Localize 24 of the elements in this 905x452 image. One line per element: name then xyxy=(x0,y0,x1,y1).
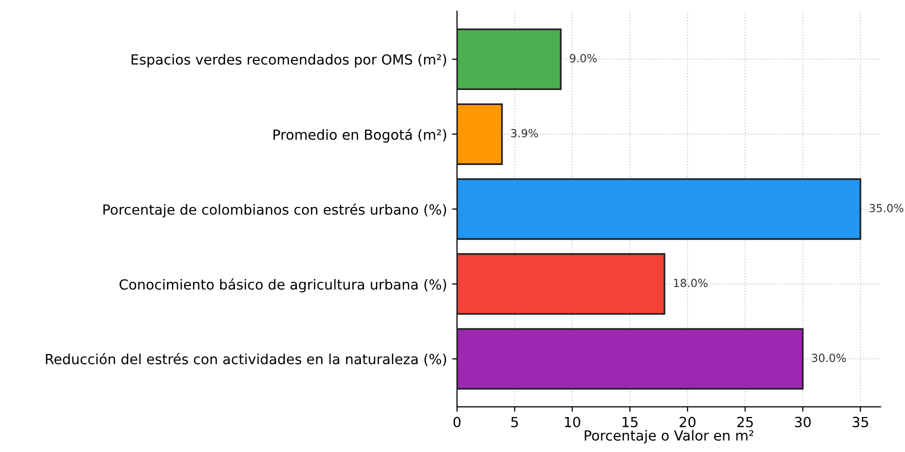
y-tick-label: Conocimiento básico de agricultura urbana (%) xyxy=(120,278,446,292)
x-tick-label: 15 xyxy=(622,416,638,428)
bar xyxy=(457,253,666,315)
x-tick-label: 30 xyxy=(794,416,811,428)
data-label: 9.0% xyxy=(570,54,597,62)
x-tick-label: 20 xyxy=(680,416,696,428)
x-tick-label: 0 xyxy=(454,416,461,428)
x-tick-label: 25 xyxy=(737,416,753,428)
x-tick-label: 5 xyxy=(511,416,518,428)
data-label: 30.0% xyxy=(812,354,846,362)
bar xyxy=(457,178,862,240)
bar xyxy=(457,28,562,90)
x-tick-label: 10 xyxy=(564,416,580,428)
bar xyxy=(457,328,804,390)
y-tick-label: Promedio en Bogotá (m²) xyxy=(274,128,446,143)
y-tick-label: Porcentaje de colombianos con estrés urbano (%) xyxy=(103,203,446,218)
bar xyxy=(457,103,503,165)
data-label: 3.9% xyxy=(511,128,538,138)
x-tick-label: 35 xyxy=(852,416,868,428)
data-label: 18.0% xyxy=(674,278,708,288)
data-label: 35.0% xyxy=(870,204,904,212)
x-axis-title: Porcentaje o Valor en m² xyxy=(584,430,754,444)
y-tick-label: Espacios verdes recomendados por OMS (m²) xyxy=(132,54,446,68)
y-tick-label: Reducción del estrés con actividades en la naturaleza (%) xyxy=(46,353,446,366)
